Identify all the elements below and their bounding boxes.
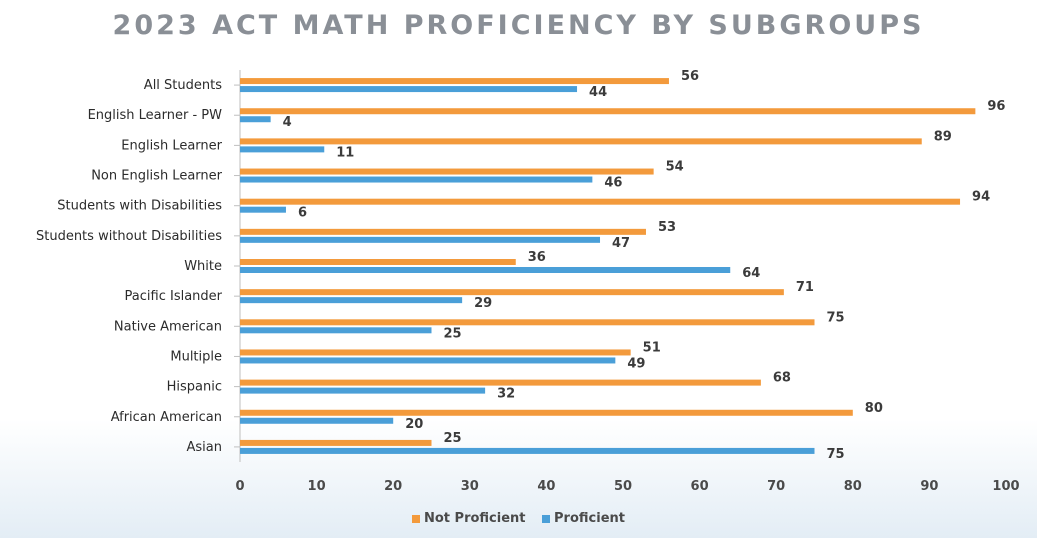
bar-not-proficient-pacific-islander [240,289,784,296]
value-label-proficient-non-english-learner: 46 [604,176,622,191]
x-tick-label-100: 100 [992,479,1019,494]
bar-proficient-students-with-disabilities [240,206,286,213]
value-label-not-proficient-native-american: 75 [827,310,845,325]
value-label-proficient-hispanic: 32 [497,387,515,402]
bar-proficient-non-english-learner [240,176,593,183]
bar-proficient-multiple [240,357,616,364]
bar-proficient-english-learner-pw [240,116,271,123]
x-tick-label-80: 80 [844,479,862,494]
legend-label-not-proficient: Not Proficient [423,511,526,526]
bar-proficient-students-without-disabilities [240,236,601,243]
value-label-not-proficient-asian: 25 [444,431,462,446]
bar-proficient-hispanic [240,387,486,394]
category-label-pacific-islander: Pacific Islander [125,289,223,304]
category-label-non-english-learner: Non English Learner [91,169,222,184]
category-label-asian: Asian [187,440,222,455]
x-tick-label-0: 0 [235,479,244,494]
category-label-hispanic: Hispanic [167,380,222,395]
value-label-not-proficient-multiple: 51 [643,340,661,355]
x-tick-label-30: 30 [461,479,479,494]
value-label-proficient-multiple: 49 [627,356,645,371]
x-tick-label-70: 70 [767,479,785,494]
bar-not-proficient-multiple [240,349,631,356]
value-label-proficient-all-students: 44 [589,85,607,100]
legend-item-not-proficient: Not Proficient [411,511,526,526]
legend-swatch-proficient [542,514,551,523]
value-label-proficient-english-learner-pw: 4 [283,115,292,130]
value-label-not-proficient-non-english-learner: 54 [666,160,684,175]
value-label-not-proficient-students-with-disabilities: 94 [972,190,990,205]
x-tick-label-40: 40 [537,479,555,494]
value-label-not-proficient-african-american: 80 [865,401,883,416]
bar-not-proficient-white [240,259,516,265]
value-label-proficient-students-without-disabilities: 47 [612,236,630,251]
x-tick-label-50: 50 [614,479,632,494]
category-label-native-american: Native American [114,319,222,334]
value-label-not-proficient-english-learner: 89 [934,129,952,144]
value-label-not-proficient-hispanic: 68 [773,371,791,386]
category-label-english-learner-pw: English Learner - PW [88,108,223,123]
bar-proficient-asian [240,447,815,454]
category-label-students-with-disabilities: Students with Disabilities [57,199,222,214]
value-label-proficient-asian: 75 [827,447,845,462]
bar-not-proficient-students-without-disabilities [240,228,646,235]
category-label-students-without-disabilities: Students without Disabilities [36,229,222,244]
legend: Not Proficient Proficient [0,511,1037,526]
bar-not-proficient-african-american [240,409,853,416]
bar-not-proficient-asian [240,439,432,446]
bar-not-proficient-english-learner [240,138,922,145]
x-tick-label-60: 60 [691,479,709,494]
bar-proficient-native-american [240,327,432,334]
bar-not-proficient-english-learner-pw [240,108,976,115]
category-label-multiple: Multiple [170,349,222,364]
value-label-proficient-native-american: 25 [444,326,462,341]
category-label-english-learner: English Learner [121,138,222,153]
value-label-not-proficient-english-learner-pw: 96 [987,99,1005,114]
value-label-not-proficient-students-without-disabilities: 53 [658,220,676,235]
bar-not-proficient-non-english-learner [240,168,654,175]
bar-not-proficient-all-students [240,78,669,85]
legend-item-proficient: Proficient [542,511,625,526]
bar-proficient-white [240,267,731,273]
bar-not-proficient-students-with-disabilities [240,198,961,205]
x-tick-label-10: 10 [308,479,326,494]
category-label-white: White [184,259,222,274]
chart-title: 2023 ACT MATH PROFICIENCY BY SUBGROUPS [112,10,925,41]
legend-swatch-not-proficient [411,514,420,523]
x-tick-label-20: 20 [384,479,402,494]
value-label-proficient-white: 64 [742,266,760,281]
bar-proficient-african-american [240,417,394,424]
category-label-african-american: African American [111,410,222,425]
bar-proficient-pacific-islander [240,297,463,304]
bar-proficient-english-learner [240,146,325,153]
value-label-not-proficient-white: 36 [528,250,546,265]
bar-not-proficient-native-american [240,319,815,326]
value-label-not-proficient-all-students: 56 [681,69,699,84]
value-label-proficient-pacific-islander: 29 [474,296,492,311]
value-label-proficient-african-american: 20 [405,417,423,432]
value-label-not-proficient-pacific-islander: 71 [796,280,814,295]
value-label-proficient-english-learner: 11 [336,145,354,160]
legend-label-proficient: Proficient [554,511,625,526]
category-label-all-students: All Students [144,78,222,93]
x-tick-label-90: 90 [920,479,938,494]
bar-proficient-all-students [240,86,578,93]
bar-not-proficient-hispanic [240,379,761,386]
value-label-proficient-students-with-disabilities: 6 [298,206,307,221]
